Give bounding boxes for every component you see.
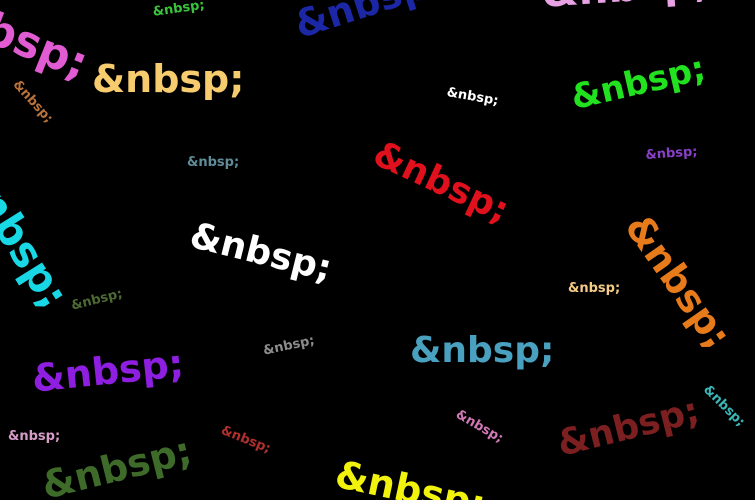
word-nbsp: &nbsp; (92, 57, 245, 101)
word-nbsp: &nbsp; (453, 407, 506, 447)
word-nbsp: &nbsp; (9, 77, 56, 127)
word-nbsp: &nbsp; (0, 147, 79, 317)
word-nbsp: &nbsp; (616, 206, 740, 357)
word-nbsp: &nbsp; (29, 341, 186, 401)
word-nbsp: &nbsp; (261, 333, 316, 359)
word-nbsp: &nbsp; (187, 155, 240, 170)
word-nbsp: &nbsp; (331, 452, 490, 500)
word-nbsp: &nbsp; (289, 0, 448, 47)
word-nbsp: &nbsp; (0, 0, 96, 90)
word-nbsp: &nbsp; (700, 382, 748, 430)
word-nbsp: &nbsp; (37, 428, 196, 500)
word-nbsp: &nbsp; (69, 286, 124, 314)
word-nbsp: &nbsp; (445, 85, 500, 109)
word-nbsp: &nbsp; (540, 0, 711, 17)
word-nbsp: &nbsp; (151, 0, 206, 20)
word-nbsp: &nbsp; (218, 423, 273, 457)
word-nbsp: &nbsp; (366, 133, 516, 232)
word-nbsp: &nbsp; (185, 215, 336, 290)
word-nbsp: &nbsp; (8, 429, 61, 444)
word-nbsp: &nbsp; (567, 48, 710, 119)
word-nbsp: &nbsp; (568, 281, 621, 296)
word-nbsp: &nbsp; (644, 144, 698, 163)
word-nbsp: &nbsp; (553, 390, 704, 465)
word-nbsp: &nbsp; (410, 330, 555, 371)
